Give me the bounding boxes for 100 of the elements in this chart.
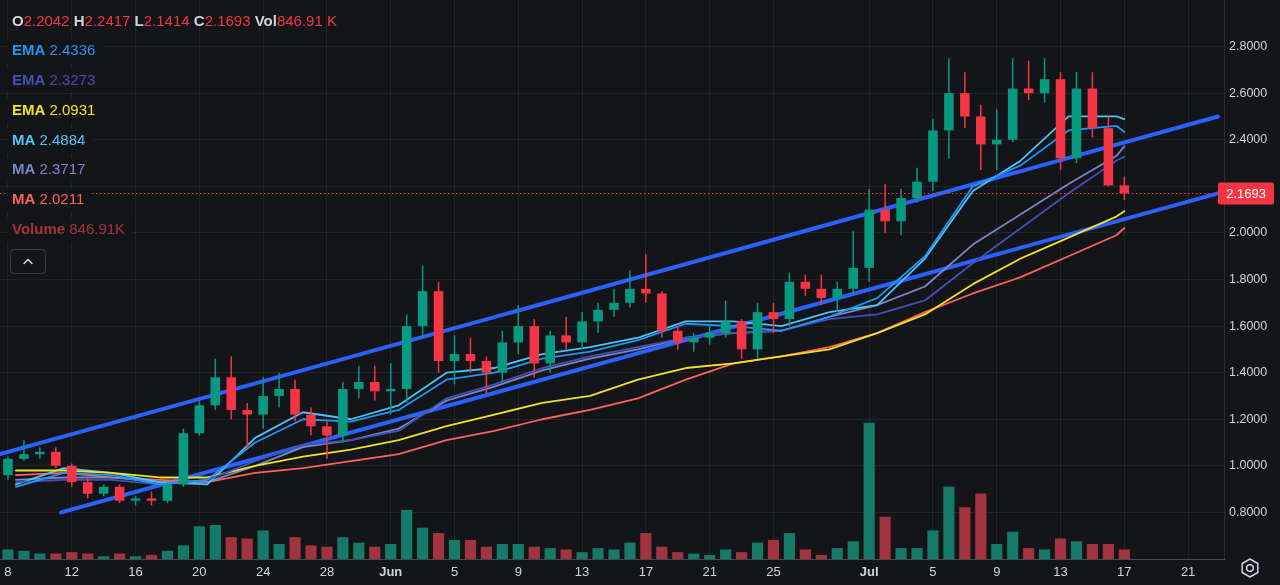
bar — [608, 549, 620, 559]
bar — [512, 544, 524, 559]
bar — [385, 544, 397, 559]
candlestick — [274, 371, 284, 409]
x-tick-label: 13 — [574, 564, 590, 580]
x-tick-label: 16 — [128, 564, 143, 580]
bar — [2, 549, 14, 559]
bar — [1102, 544, 1114, 559]
bar — [114, 553, 126, 559]
candlestick — [322, 420, 332, 460]
candlestick — [35, 446, 45, 460]
bar — [815, 554, 827, 559]
y-tick-label: 2.6000 — [1229, 85, 1268, 100]
x-tick-label: 20 — [192, 564, 207, 580]
bar — [66, 552, 78, 559]
bar — [879, 516, 891, 559]
x-tick-label: 17 — [1117, 564, 1132, 580]
bar — [34, 553, 46, 559]
bar — [895, 548, 907, 559]
bar — [831, 548, 843, 559]
bar — [464, 539, 477, 559]
bar — [337, 537, 349, 559]
bar — [1118, 549, 1130, 559]
candlestick — [354, 364, 364, 400]
bar — [401, 509, 413, 559]
candlestick — [768, 302, 779, 334]
bar — [959, 507, 971, 559]
bar — [576, 552, 588, 559]
bar — [1039, 549, 1051, 559]
bar — [273, 544, 285, 559]
bar — [1054, 538, 1067, 559]
y-tick-label: 0.8000 — [1229, 504, 1268, 519]
bar — [417, 527, 429, 559]
candlestick — [242, 402, 252, 451]
x-tick-label: 8 — [4, 564, 12, 580]
text: O2.2042 H2.2417 L2.1414 C2.1693 Vol846.91 K — [12, 12, 337, 30]
x-tick-label: 21 — [1180, 564, 1196, 580]
bar — [225, 537, 237, 559]
candlestick — [114, 483, 125, 504]
bar — [1086, 544, 1099, 559]
candlestick — [720, 299, 731, 339]
bar — [82, 553, 94, 559]
x-tick-label: Jul — [859, 564, 879, 580]
candlestick — [896, 187, 906, 236]
candlestick — [258, 376, 268, 430]
bar — [736, 552, 748, 559]
candlestick — [960, 71, 970, 129]
candlestick — [82, 476, 93, 500]
bar — [799, 549, 811, 559]
y-tick-label: 1.6000 — [1229, 318, 1268, 333]
candlestick — [1039, 57, 1050, 104]
bar — [656, 546, 668, 559]
bar — [18, 550, 30, 559]
candlestick — [51, 446, 61, 469]
bar — [927, 530, 939, 559]
bar — [544, 548, 556, 559]
bar — [209, 524, 221, 559]
candlestick — [369, 364, 380, 402]
bar — [480, 546, 492, 559]
bar — [1007, 531, 1019, 559]
text: EMA 2.3273 — [12, 70, 96, 88]
y-tick-label: 2.8000 — [1229, 39, 1268, 54]
bar — [720, 549, 732, 559]
bar — [496, 544, 508, 559]
x-tick-label: 5 — [929, 564, 937, 580]
text: MA 2.3717 — [12, 160, 86, 178]
bar — [624, 542, 636, 559]
candlestick — [449, 334, 460, 386]
y-tick-label: 1.4000 — [1229, 365, 1268, 380]
bar — [640, 533, 652, 559]
x-tick-label: 5 — [450, 564, 459, 580]
candlestick — [513, 304, 524, 355]
candlestick — [609, 288, 619, 318]
candlestick — [3, 455, 13, 481]
candlestick — [481, 355, 492, 395]
y-tick-label: 2.0000 — [1229, 225, 1268, 240]
y-tick-label: 1.8000 — [1229, 271, 1268, 286]
candlestick — [561, 316, 571, 351]
x-tick-label: 25 — [766, 564, 781, 580]
candlestick — [816, 274, 827, 306]
text: EMA 2.0931 — [12, 100, 96, 118]
bar — [592, 548, 604, 559]
ref-line-label: 2.1693 — [1226, 186, 1266, 202]
text: MA 2.4884 — [12, 130, 86, 148]
candlestick — [465, 336, 476, 374]
bar — [975, 493, 987, 559]
bar — [528, 546, 540, 559]
x-tick-label: 28 — [319, 564, 335, 580]
y-tick-label: 1.0000 — [1229, 458, 1268, 473]
bar — [129, 556, 142, 559]
bar — [448, 539, 461, 559]
y-tick-label: 1.2000 — [1229, 411, 1268, 426]
bar — [353, 542, 365, 559]
text: MA 2.0211 — [12, 190, 85, 208]
x-tick-label: 17 — [638, 564, 654, 580]
candlestick — [306, 406, 316, 437]
bar — [369, 546, 381, 559]
text: EMA 2.4336 — [12, 41, 96, 59]
x-tick-label: 13 — [1053, 564, 1068, 580]
bar — [193, 526, 205, 559]
